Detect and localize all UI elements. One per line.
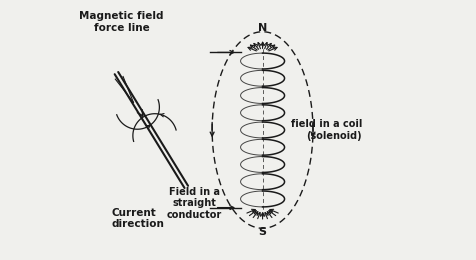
Text: field in a coil
(solenoid): field in a coil (solenoid) bbox=[291, 119, 362, 141]
Text: Field in a
straight
conductor: Field in a straight conductor bbox=[167, 187, 222, 220]
Text: N: N bbox=[258, 23, 267, 33]
Text: Current
direction: Current direction bbox=[111, 207, 164, 229]
Text: S: S bbox=[258, 227, 267, 237]
Text: Magnetic field
force line: Magnetic field force line bbox=[79, 11, 164, 33]
